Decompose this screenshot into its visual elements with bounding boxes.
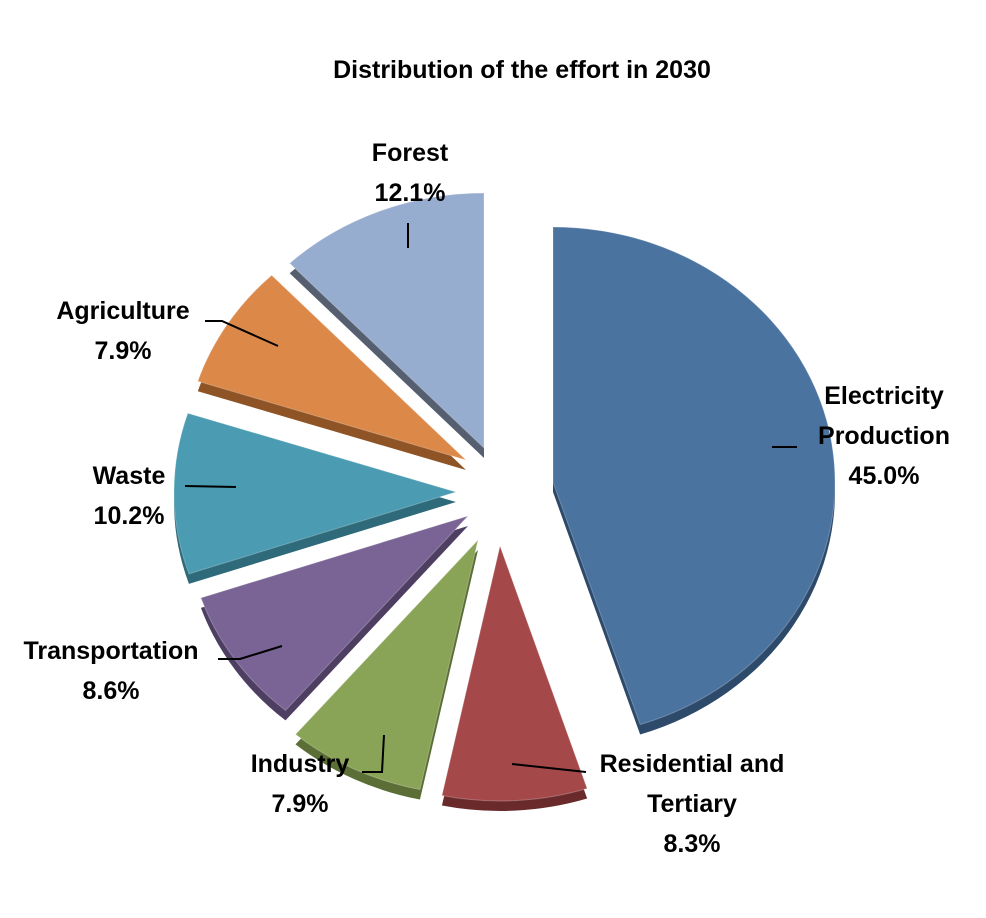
- slice-1: [441, 544, 588, 802]
- slice-labels: Electricity Production 45.0% Residential an…: [23, 139, 949, 858]
- leader-lines: [184, 223, 797, 773]
- slice-label-6: Forest 12.1%: [372, 139, 449, 207]
- slice-label-4: Waste 10.2%: [93, 462, 166, 530]
- leader-line-3: [218, 645, 283, 660]
- slice-0: [552, 226, 836, 726]
- slice-6: [288, 192, 485, 450]
- slice-label-5: Agriculture 7.9%: [56, 297, 189, 365]
- slice-label-3: Transportation 8.6%: [23, 637, 198, 705]
- chart-title: Distribution of the effort in 2030: [333, 56, 711, 84]
- slice-label-0: Electricity Production 45.0%: [818, 382, 950, 490]
- slice-4: [173, 412, 458, 575]
- slice-faces: [173, 192, 836, 802]
- slice-2: [294, 538, 479, 791]
- leader-line-5: [205, 320, 279, 347]
- slice-label-1: Residential and Tertiary 8.3%: [600, 750, 785, 858]
- leader-line-4: [184, 485, 237, 488]
- slice-label-2: Industry 7.9%: [251, 750, 350, 818]
- leader-line-2: [362, 734, 385, 773]
- leader-line-1: [511, 763, 587, 773]
